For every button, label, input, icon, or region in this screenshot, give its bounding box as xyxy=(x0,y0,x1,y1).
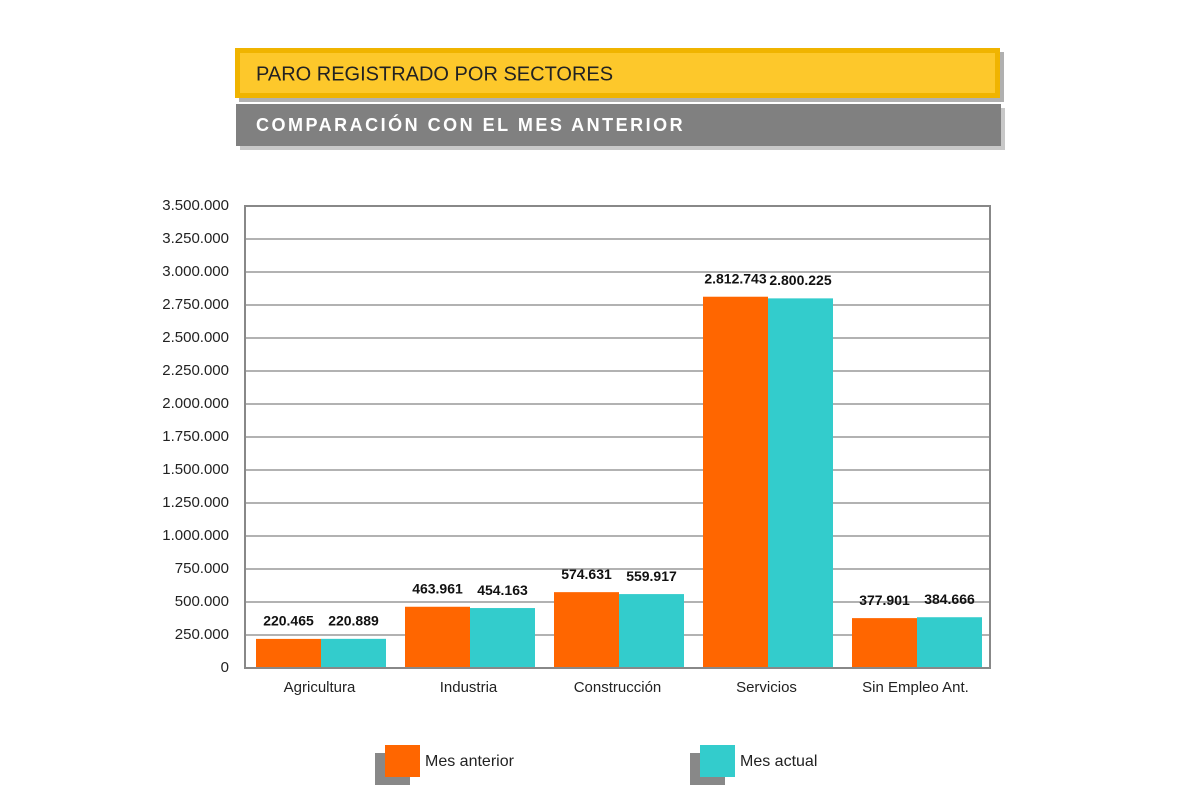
y-tick-label: 500.000 xyxy=(175,593,229,610)
bar xyxy=(321,638,386,668)
y-tick-label: 1.250.000 xyxy=(162,494,229,511)
bar xyxy=(768,298,833,668)
y-tick-label: 0 xyxy=(221,659,229,676)
subtitle-box xyxy=(236,104,1001,146)
value-label: 574.631 xyxy=(561,566,612,582)
chart-title: PARO REGISTRADO POR SECTORES xyxy=(256,63,613,85)
y-tick-label: 2.750.000 xyxy=(162,296,229,313)
value-label: 559.917 xyxy=(626,568,677,584)
bar xyxy=(256,638,321,668)
value-label: 377.901 xyxy=(859,592,910,608)
y-tick-label: 3.500.000 xyxy=(162,197,229,214)
y-tick-label: 2.500.000 xyxy=(162,329,229,346)
x-tick-label: Agricultura xyxy=(284,679,356,696)
value-label: 463.961 xyxy=(412,580,463,596)
value-label: 220.889 xyxy=(328,613,379,629)
value-label: 384.666 xyxy=(924,591,975,607)
value-label: 2.812.743 xyxy=(704,270,766,286)
y-tick-label: 1.750.000 xyxy=(162,428,229,445)
bar xyxy=(703,296,768,668)
x-tick-label: Industria xyxy=(440,679,498,696)
title-inner xyxy=(240,53,995,93)
legend-label: Mes anterior xyxy=(425,753,515,770)
bar xyxy=(554,592,619,668)
legend-label: Mes actual xyxy=(740,753,817,770)
y-tick-label: 2.250.000 xyxy=(162,362,229,379)
legend-swatch xyxy=(700,745,735,777)
y-tick-label: 250.000 xyxy=(175,626,229,643)
bar xyxy=(405,606,470,668)
bar xyxy=(917,617,982,668)
y-tick-label: 1.000.000 xyxy=(162,527,229,544)
x-tick-label: Construcción xyxy=(574,679,662,696)
y-tick-label: 2.000.000 xyxy=(162,395,229,412)
bar xyxy=(470,608,535,668)
value-label: 454.163 xyxy=(477,582,528,598)
bar xyxy=(619,594,684,668)
x-tick-label: Servicios xyxy=(736,679,797,696)
y-tick-label: 750.000 xyxy=(175,560,229,577)
legend-swatch xyxy=(385,745,420,777)
y-tick-label: 3.000.000 xyxy=(162,263,229,280)
value-label: 2.800.225 xyxy=(769,272,831,288)
x-tick-label: Sin Empleo Ant. xyxy=(862,679,969,696)
bar xyxy=(852,618,917,668)
chart-subtitle: COMPARACIÓN CON EL MES ANTERIOR xyxy=(256,114,685,135)
value-label: 220.465 xyxy=(263,613,314,629)
y-tick-label: 1.500.000 xyxy=(162,461,229,478)
y-tick-label: 3.250.000 xyxy=(162,230,229,247)
